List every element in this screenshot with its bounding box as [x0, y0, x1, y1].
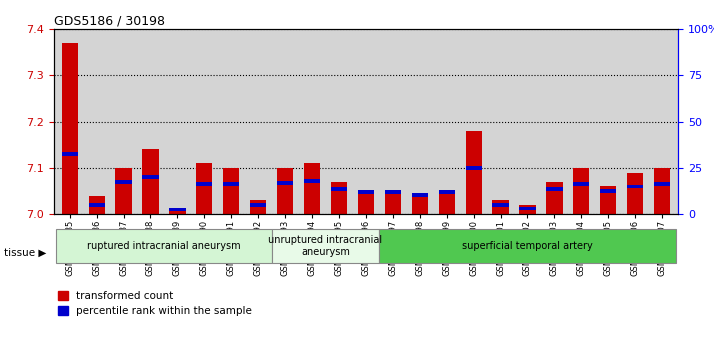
Text: GDS5186 / 30198: GDS5186 / 30198 [54, 15, 164, 28]
Bar [358, 191, 374, 214]
Bar [223, 182, 239, 186]
Bar [250, 203, 266, 207]
Bar [358, 190, 374, 194]
Bar [385, 190, 401, 194]
Legend: transformed count, percentile rank within the sample: transformed count, percentile rank withi… [54, 287, 256, 320]
Bar [627, 172, 643, 214]
Bar [438, 191, 455, 214]
Bar [600, 189, 616, 193]
Bar [438, 190, 455, 194]
Bar [385, 191, 401, 214]
Bar [573, 182, 590, 186]
Bar [493, 200, 508, 214]
Bar [546, 187, 563, 191]
Bar [331, 187, 347, 191]
Bar [466, 131, 482, 214]
Bar [223, 168, 239, 214]
Bar [250, 200, 266, 214]
Bar [573, 168, 590, 214]
Bar [493, 203, 508, 207]
Bar [142, 150, 159, 214]
Text: ruptured intracranial aneurysm: ruptured intracranial aneurysm [87, 241, 241, 251]
Text: tissue ▶: tissue ▶ [4, 247, 46, 257]
Bar [654, 182, 670, 186]
Bar [196, 163, 213, 214]
Bar [600, 187, 616, 214]
Bar [169, 208, 186, 211]
Bar [169, 209, 186, 214]
Bar [546, 182, 563, 214]
Bar [56, 229, 271, 263]
Bar [519, 207, 536, 211]
Bar [331, 182, 347, 214]
Bar [627, 184, 643, 188]
Text: unruptured intracranial
aneurysm: unruptured intracranial aneurysm [268, 235, 383, 257]
Bar [379, 229, 675, 263]
Bar [142, 175, 159, 179]
Bar [89, 203, 105, 207]
Bar [277, 168, 293, 214]
Bar [116, 168, 131, 214]
Bar [61, 152, 78, 156]
Bar [61, 43, 78, 214]
Bar [519, 205, 536, 214]
Bar [116, 180, 131, 184]
Bar [304, 179, 320, 183]
Bar [412, 196, 428, 214]
Bar [412, 193, 428, 197]
Text: superficial temporal artery: superficial temporal artery [462, 241, 593, 251]
Bar [271, 229, 379, 263]
Bar [196, 182, 213, 186]
Bar [466, 166, 482, 170]
Bar [277, 181, 293, 184]
Bar [89, 196, 105, 214]
Bar [654, 168, 670, 214]
Bar [304, 163, 320, 214]
